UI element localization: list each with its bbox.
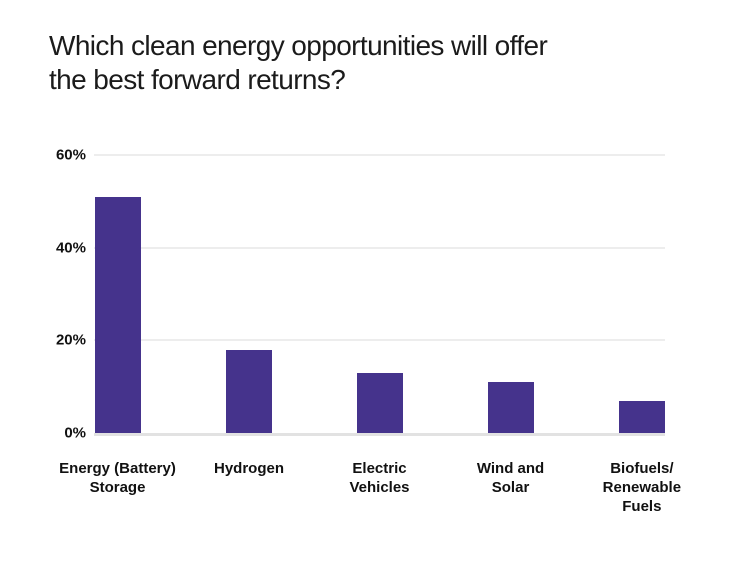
- y-tick-label-40: 40%: [55, 239, 86, 257]
- chart-title: Which clean energy opportunities will of…: [49, 30, 548, 95]
- x-axis-labels: Energy (Battery) Storage Hydrogen Electric…: [59, 459, 681, 539]
- bar-energy-battery-storage: [94, 196, 141, 433]
- bar-wind-and-solar: [487, 382, 534, 433]
- y-tick-label-20: 20%: [55, 331, 86, 349]
- x-label-biofuels-renewable-fuels: Biofuels/ Renewable Fuels: [602, 460, 682, 515]
- gridline-60: [94, 154, 665, 156]
- gridline-40: [94, 246, 665, 249]
- x-label-wind-and-solar: Wind and Solar: [476, 460, 545, 496]
- y-tick-label-60: 60%: [55, 146, 86, 164]
- bar-biofuels-renewable-fuels: [618, 400, 665, 433]
- plot-area: 60% 40% 20% 0%: [56, 147, 665, 442]
- x-label-energy-battery-storage: Energy (Battery) Storage: [59, 460, 176, 496]
- bar-electric-vehicles: [356, 372, 403, 433]
- gridline-20: [94, 339, 665, 342]
- x-label-electric-vehicles: Electric Vehicles: [349, 460, 410, 496]
- y-tick-label-0: 0%: [64, 424, 86, 442]
- bar-hydrogen: [226, 349, 273, 433]
- x-label-hydrogen: Hydrogen: [214, 460, 285, 477]
